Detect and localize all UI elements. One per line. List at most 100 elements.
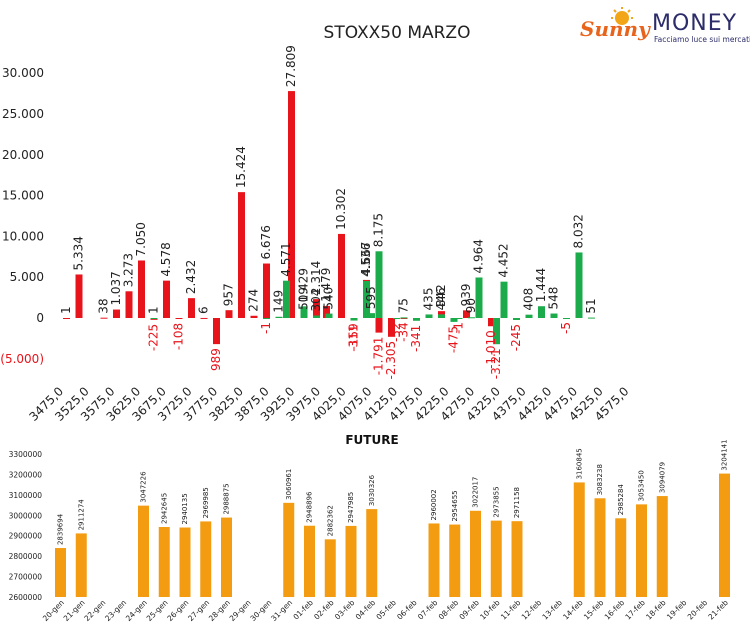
y-tick-label: 10.000: [2, 229, 44, 243]
bar-red: [75, 274, 83, 318]
future-x-tick-label: 03-feb: [333, 598, 357, 622]
data-label: 435: [422, 288, 436, 311]
data-label: 10.302: [334, 188, 348, 230]
future-x-tick-label: 12-feb: [520, 598, 544, 622]
future-data-label: 3204141: [721, 439, 729, 470]
data-label: 7.050: [134, 222, 148, 256]
future-bar: [470, 510, 481, 597]
data-label: 957: [222, 283, 236, 306]
bar-red: [313, 299, 320, 318]
bar-red: [138, 260, 145, 318]
future-data-label: 3160845: [575, 448, 583, 479]
future-bar: [304, 525, 315, 597]
bar-green: [263, 318, 270, 319]
data-label: -245: [509, 324, 523, 351]
data-label: -34: [397, 322, 411, 342]
future-bar: [221, 517, 232, 597]
data-label: -108: [172, 323, 186, 350]
future-x-tick-label: 01-feb: [291, 598, 315, 622]
future-bar: [719, 473, 730, 597]
bar-green: [538, 306, 545, 318]
future-y-tick-label: 2900000: [9, 532, 43, 541]
bar-green: [438, 314, 445, 318]
future-data-label: 3053450: [638, 470, 646, 501]
future-x-tick-label: 18-feb: [644, 598, 668, 622]
future-bar: [511, 521, 523, 597]
bar-red: [400, 318, 408, 319]
future-x-tick-label: 27-gen: [186, 598, 211, 623]
future-y-tick-label: 3000000: [9, 511, 43, 520]
bar-red: [200, 317, 208, 319]
future-x-tick-label: 10-feb: [478, 598, 502, 622]
sun-icon: [611, 7, 633, 25]
data-label: 15.424: [234, 146, 248, 188]
chart-title: STOXX50 MARZO: [324, 23, 471, 43]
future-bar: [345, 525, 357, 597]
logo-tagline: Facciamo luce sui mercati: [654, 35, 750, 44]
bar-green: [455, 318, 463, 319]
bar-green: [550, 313, 558, 318]
bar-red: [100, 317, 108, 319]
future-bar: [594, 498, 606, 597]
bar-green: [313, 315, 320, 318]
bars-group: [63, 91, 595, 345]
data-label: -1.791: [372, 337, 386, 376]
data-label: 1.444: [534, 268, 548, 302]
data-label: 4.536: [359, 243, 373, 277]
future-y-tick-label: 3300000: [9, 450, 43, 459]
bar-red: [488, 318, 495, 327]
bar-green: [493, 318, 500, 345]
future-x-tick-label: 09-feb: [457, 598, 481, 622]
bar-red: [188, 298, 195, 318]
future-x-tick-label: 28-gen: [207, 598, 232, 623]
future-data-label: 2839694: [57, 513, 65, 545]
bar-green: [275, 316, 283, 318]
future-x-tick-label: 02-feb: [312, 598, 336, 622]
future-bar: [179, 527, 191, 597]
future-data-label: 3022017: [472, 477, 480, 508]
bar-green: [325, 313, 333, 318]
bar-red: [63, 317, 70, 319]
data-label: 4.964: [472, 239, 486, 273]
future-bar: [615, 518, 627, 597]
future-bar: [573, 482, 585, 597]
future-data-label: 2911274: [77, 499, 85, 531]
future-x-axis: 20-gen21-gen22-gen23-gen24-gen25-gen26-g…: [41, 598, 730, 623]
data-label: 2.432: [184, 260, 198, 294]
future-bar: [324, 539, 336, 597]
future-x-tick-label: 13-feb: [540, 598, 564, 622]
bar-green: [468, 317, 475, 319]
data-label: 4.578: [159, 242, 173, 276]
bar-green: [400, 317, 408, 319]
future-x-tick-label: 04-feb: [354, 598, 378, 622]
logo-sunny-text: Sunny: [580, 17, 651, 41]
logo-money-text: MONEY: [652, 11, 737, 36]
bar-red: [263, 263, 270, 318]
data-label: 4.667: [359, 242, 373, 276]
data-label: 4.571: [279, 242, 293, 276]
future-bar: [55, 548, 66, 597]
future-y-tick-label: 2700000: [9, 573, 43, 582]
bar-green: [525, 314, 533, 318]
data-label: 842: [434, 284, 448, 307]
bar-red: [323, 305, 330, 318]
bar-red: [375, 318, 383, 333]
data-label: 595: [364, 286, 378, 309]
future-data-label: 2882362: [326, 505, 334, 536]
data-label: 509: [297, 287, 311, 310]
y-tick-label: 25.000: [2, 107, 44, 121]
future-x-tick-label: 08-feb: [437, 598, 461, 622]
future-y-tick-label: 3100000: [9, 491, 43, 500]
data-label: -341: [409, 325, 423, 352]
future-x-tick-label: 11-feb: [499, 598, 523, 622]
future-x-tick-label: 07-feb: [416, 598, 440, 622]
data-label: 5.334: [72, 236, 86, 270]
data-label: 90: [464, 298, 478, 313]
data-label: 939: [459, 283, 473, 306]
data-label: 51: [584, 298, 598, 313]
future-data-label: 3060961: [285, 469, 293, 500]
future-bar: [449, 524, 461, 597]
future-bar: [428, 523, 440, 597]
bar-red: [213, 318, 220, 345]
